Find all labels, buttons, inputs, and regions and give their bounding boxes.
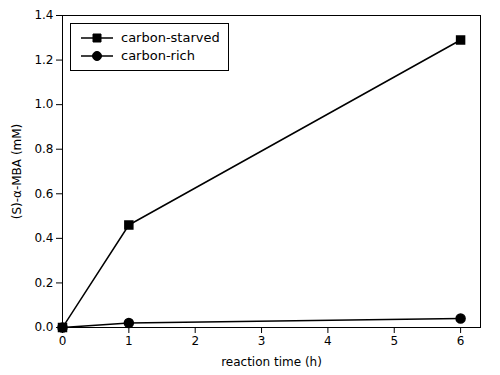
svg-text:5: 5 [390, 334, 398, 348]
svg-text:(S)-α-MBA (mM): (S)-α-MBA (mM) [10, 124, 24, 220]
svg-text:4: 4 [324, 334, 332, 348]
svg-text:3: 3 [258, 334, 266, 348]
svg-text:1.0: 1.0 [34, 97, 53, 111]
svg-text:0: 0 [59, 334, 67, 348]
svg-text:0.8: 0.8 [34, 142, 53, 156]
svg-text:1.2: 1.2 [34, 53, 53, 67]
svg-text:0.2: 0.2 [34, 276, 53, 290]
svg-text:reaction time (h): reaction time (h) [221, 355, 322, 369]
svg-text:0.0: 0.0 [34, 320, 53, 334]
html-text:carbon-rich: carbon-rich [121, 48, 195, 63]
svg-text:0.6: 0.6 [34, 187, 53, 201]
svg-text:6: 6 [457, 334, 465, 348]
svg-text:1.4: 1.4 [34, 8, 53, 22]
svg-text:0.4: 0.4 [34, 231, 53, 245]
svg-text:2: 2 [191, 334, 199, 348]
svg-text:1: 1 [125, 334, 133, 348]
html-text:carbon-starved: carbon-starved [121, 30, 220, 45]
